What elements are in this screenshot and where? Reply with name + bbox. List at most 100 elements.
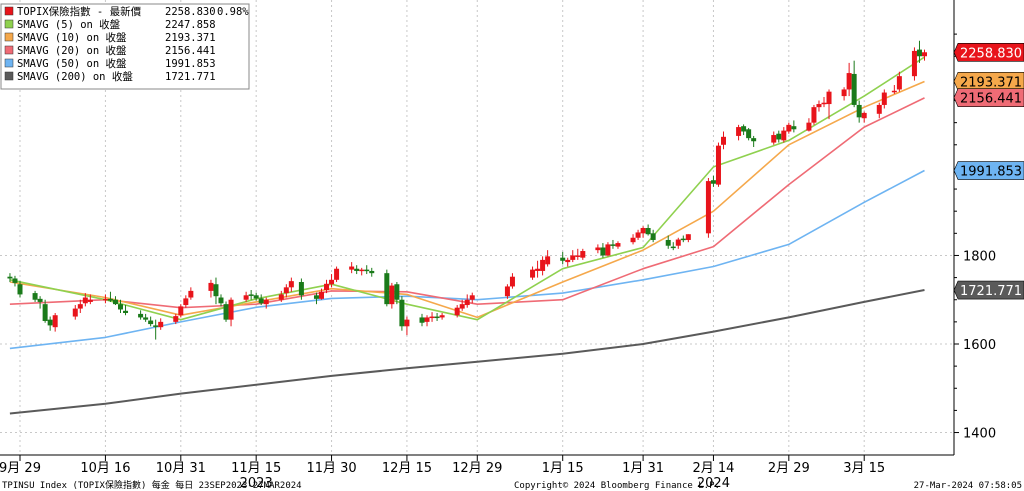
candle bbox=[841, 87, 847, 101]
candle-body bbox=[786, 124, 792, 132]
candle-body bbox=[580, 251, 586, 258]
candle-body bbox=[369, 270, 375, 274]
candle-body bbox=[575, 255, 581, 257]
candle bbox=[736, 124, 742, 141]
legend-name: SMAVG (50) on 收盤 bbox=[17, 57, 127, 70]
candle-body bbox=[313, 295, 319, 299]
legend-swatch bbox=[4, 58, 14, 68]
candle bbox=[439, 313, 445, 320]
candle bbox=[540, 256, 546, 276]
candle bbox=[112, 296, 118, 306]
legend-value: 1991.853 bbox=[165, 58, 216, 70]
candle-body bbox=[102, 298, 108, 301]
candle-body bbox=[710, 180, 716, 184]
candle-body bbox=[469, 295, 475, 300]
candle bbox=[630, 234, 636, 245]
candle-body bbox=[429, 316, 435, 319]
candle-body bbox=[540, 259, 546, 271]
candle bbox=[891, 85, 897, 94]
candle-body bbox=[861, 112, 867, 119]
candle-body bbox=[439, 315, 445, 318]
candle bbox=[741, 124, 747, 136]
candle bbox=[816, 100, 822, 112]
candle-body bbox=[329, 279, 335, 285]
candle bbox=[705, 177, 711, 238]
y-tick-label: 1600 bbox=[963, 338, 996, 353]
candle bbox=[319, 288, 324, 300]
candle bbox=[324, 279, 330, 294]
candle bbox=[856, 100, 862, 123]
candle-body bbox=[394, 284, 400, 300]
value-tag-box bbox=[953, 88, 1024, 107]
candle bbox=[751, 135, 757, 147]
candle-body bbox=[288, 281, 294, 288]
value-tag-box bbox=[953, 280, 1024, 300]
candle-body bbox=[751, 138, 757, 142]
candle bbox=[82, 293, 88, 307]
candle bbox=[263, 297, 269, 309]
candle bbox=[710, 175, 716, 187]
candle-body bbox=[218, 297, 224, 304]
candle-body bbox=[434, 316, 440, 319]
candle-body bbox=[856, 104, 862, 118]
candle bbox=[329, 274, 335, 288]
candle bbox=[650, 229, 656, 243]
candle bbox=[288, 277, 294, 292]
candle-body bbox=[791, 126, 797, 130]
candle-body bbox=[685, 234, 691, 240]
candle bbox=[680, 235, 686, 243]
candle-body bbox=[610, 244, 616, 246]
candle bbox=[52, 313, 58, 332]
candle bbox=[821, 96, 827, 108]
candle-body bbox=[319, 291, 324, 299]
candle-body bbox=[158, 321, 164, 328]
candle bbox=[469, 292, 475, 304]
x-tick-label: 11月 15 bbox=[231, 461, 281, 476]
candle-body bbox=[188, 290, 194, 298]
candle-body bbox=[148, 320, 154, 325]
footer-source: TPINSU Index (TOPIX保險指數) 每金 每日 23SEP2023… bbox=[2, 479, 302, 491]
value-tag: 2193.371 bbox=[953, 72, 1024, 91]
candle bbox=[399, 296, 405, 331]
candle-body bbox=[630, 237, 636, 243]
candle-body bbox=[183, 298, 189, 306]
y-tick-label: 1400 bbox=[963, 427, 996, 442]
candle bbox=[615, 241, 621, 249]
x-year-label: 2024 bbox=[697, 476, 730, 491]
legend-entry: SMAVG (50) on 收盤 1991.853 bbox=[4, 57, 216, 70]
candle bbox=[876, 102, 882, 119]
candle-body bbox=[876, 104, 882, 114]
candle-body bbox=[600, 247, 606, 256]
candle-body bbox=[118, 304, 123, 310]
candle bbox=[118, 299, 123, 314]
candle bbox=[575, 248, 581, 260]
candle bbox=[278, 290, 284, 302]
legend-entry: TOPIX保險指數 - 最新價 2258.830 0.98% bbox=[4, 5, 249, 18]
candle-body bbox=[741, 126, 747, 132]
candle bbox=[384, 269, 390, 307]
candle bbox=[675, 237, 681, 249]
candle bbox=[349, 262, 355, 274]
candle bbox=[258, 294, 264, 306]
x-tick-label: 9月 29 bbox=[0, 461, 41, 476]
candle-body bbox=[826, 91, 832, 105]
candle bbox=[389, 282, 395, 309]
candle bbox=[17, 281, 23, 298]
value-tag: 2156.441 bbox=[953, 88, 1024, 107]
candle-body bbox=[911, 50, 917, 77]
candle-body bbox=[12, 278, 18, 283]
candle bbox=[670, 242, 676, 251]
legend-entry: SMAVG (10) on 收盤 2193.371 bbox=[4, 31, 216, 44]
candle bbox=[665, 235, 671, 249]
legend-value: 2156.441 bbox=[165, 45, 216, 57]
candle bbox=[47, 316, 53, 331]
candle bbox=[334, 266, 340, 283]
candle bbox=[77, 299, 83, 314]
legend-entry: SMAVG (200) on 收盤 1721.771 bbox=[4, 70, 216, 83]
candle bbox=[419, 313, 425, 327]
footer-timestamp: 27-Mar-2024 07:58:05 bbox=[914, 481, 1022, 491]
candle bbox=[253, 292, 259, 301]
candle-body bbox=[138, 313, 144, 318]
candle bbox=[208, 279, 214, 298]
